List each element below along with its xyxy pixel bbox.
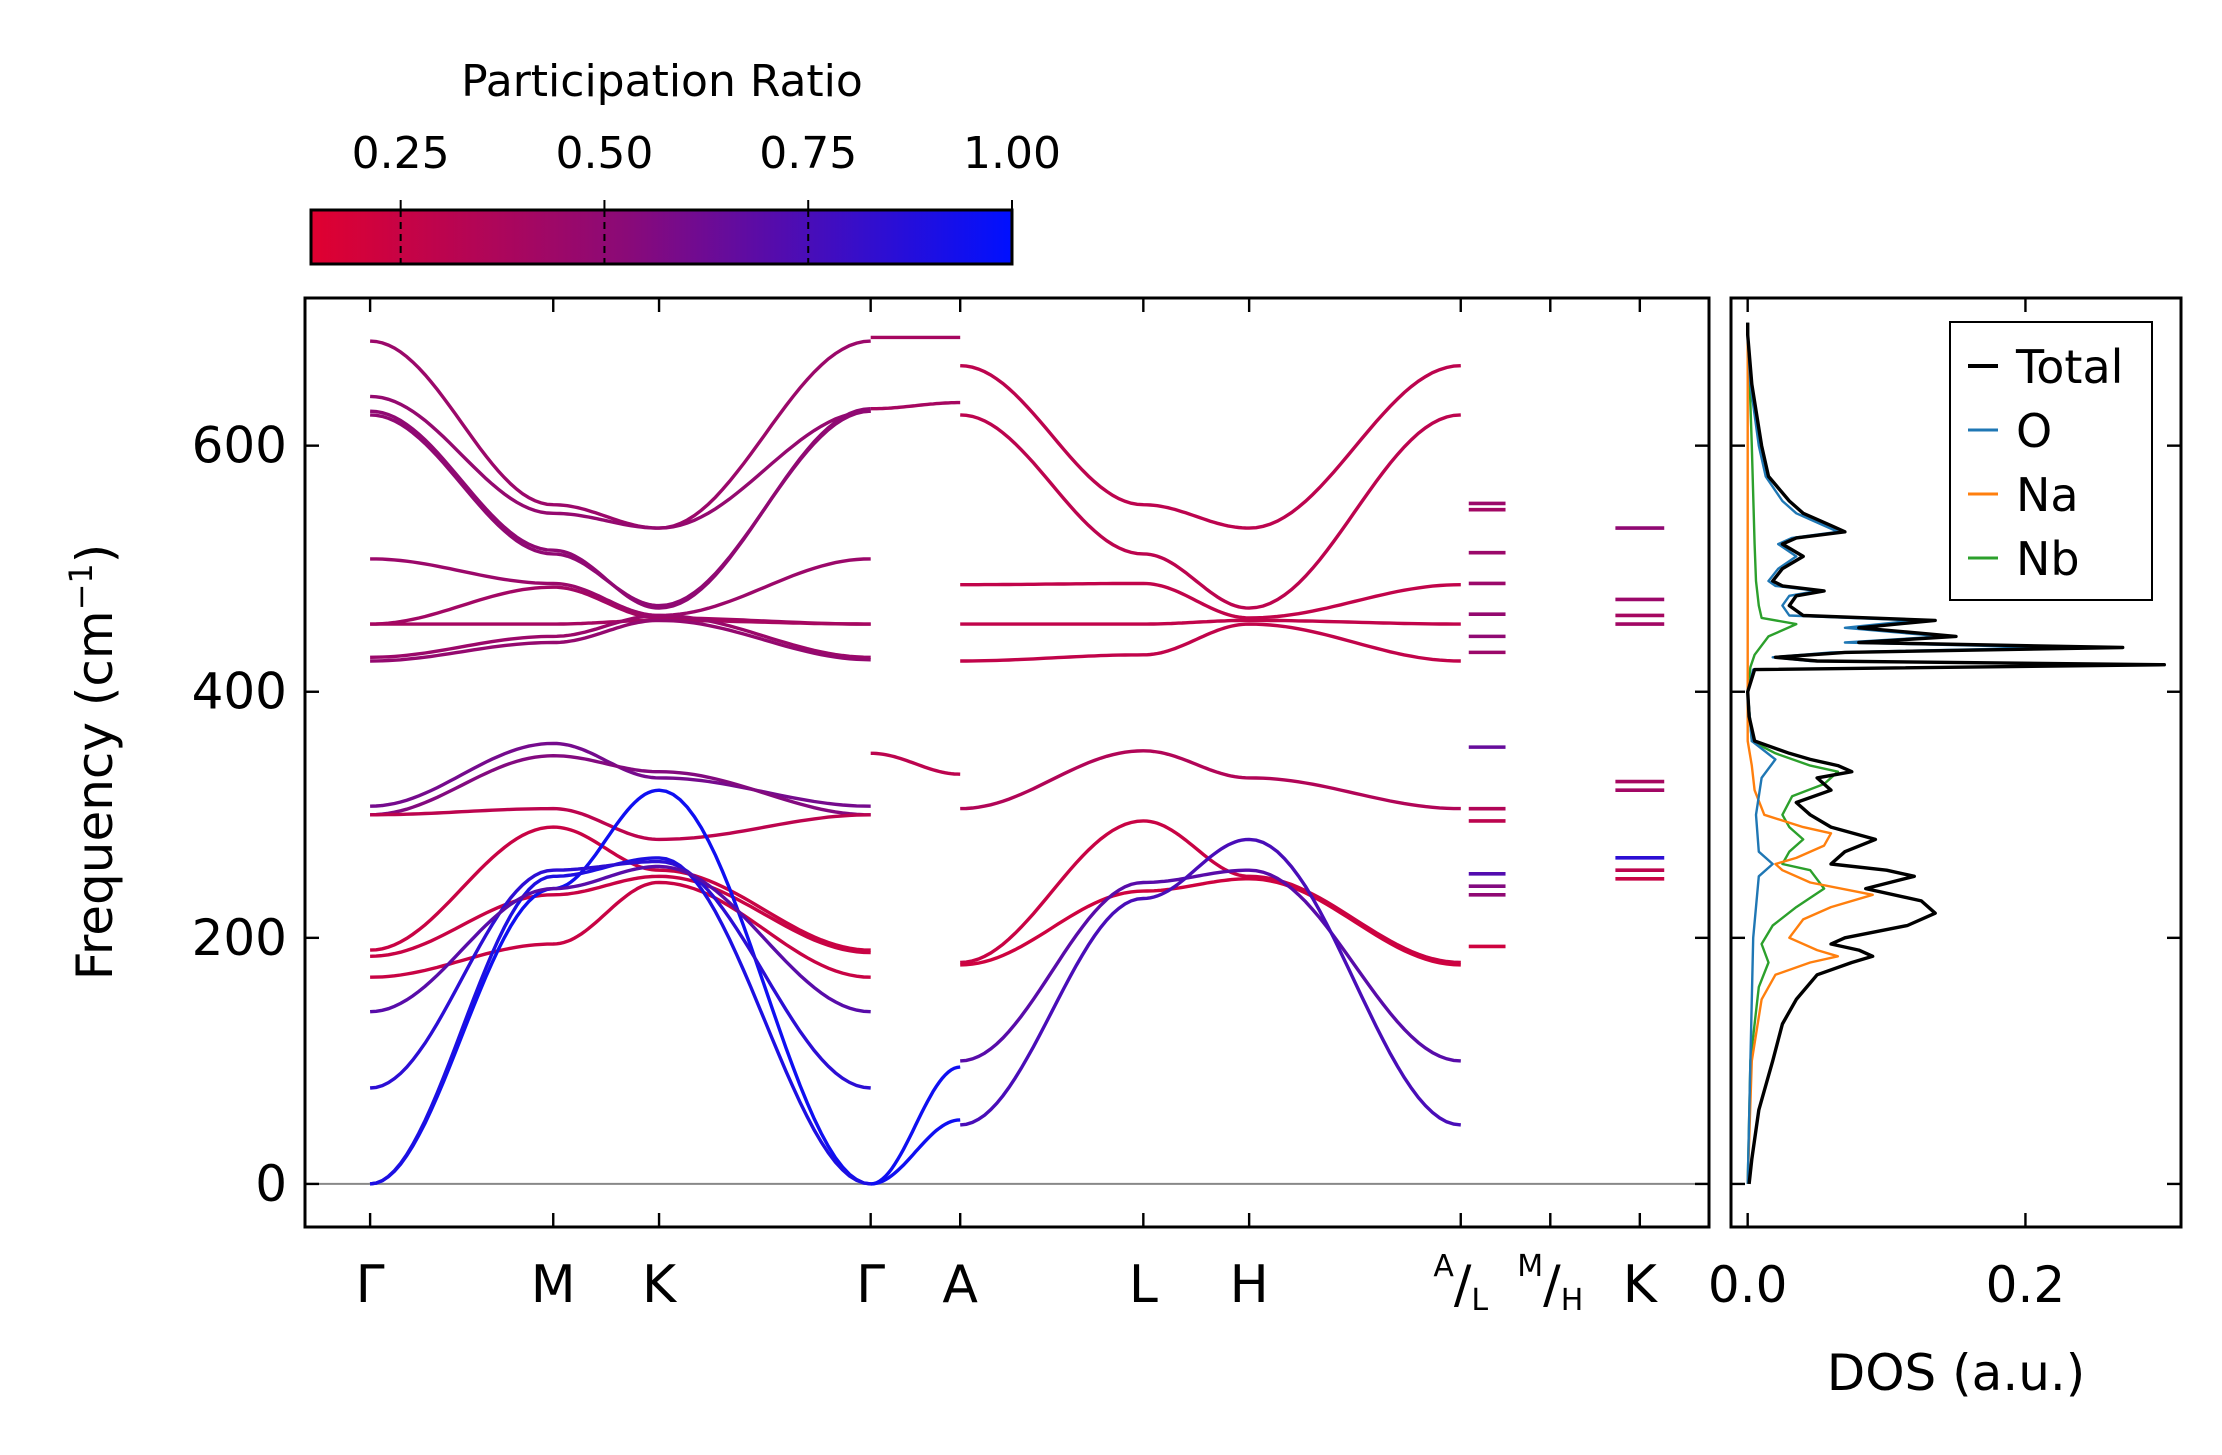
dos-ticks: 0.0 0.2 [1708,298,2181,1314]
colorbar-title: Participation Ratio [461,56,863,107]
band-optic-4 [369,409,871,608]
band-mid-2 [370,753,871,817]
band-mid-6 [370,880,871,979]
colorbar-gradient [309,208,1014,266]
colorbar-tick-labels: 0.25 0.50 0.75 1.00 [352,128,1061,179]
band-mid-8 [960,749,1461,811]
colorbar-ticks [399,200,1013,264]
legend-label-o: O [2016,404,2052,458]
band-optic-7 [370,618,871,626]
band-mid-9 [960,819,1461,965]
band-optic-2 [369,394,871,530]
band-lines [305,335,1709,1186]
colorbar-tick-label: 0.25 [352,128,450,179]
dos-legend: Total O Na Nb [1949,321,2153,601]
colorbar-tick-label: 0.75 [759,128,857,179]
high-symmetry-label: A [942,1255,978,1315]
high-symmetry-label: H [1230,1255,1269,1315]
band-mid-7 [870,751,961,776]
label-sub: H [1561,1283,1584,1318]
band-acoustic-1 [369,788,871,1186]
colorbar: Participation Ratio 0.25 0.50 0.75 1.00 [309,56,1061,266]
high-symmetry-label: K [1623,1255,1659,1315]
band-mid-5 [370,874,871,958]
legend-box [1949,321,2153,601]
band-plot-frame [303,296,1711,1229]
band-y-tick-label: 400 [192,663,287,721]
high-symmetry-label: Γ [356,1255,385,1315]
dos-series-na [1746,322,1874,1184]
band-x-ticks: Γ M K Γ A L H A/LM/H K [356,298,1659,1318]
band-acoustic-7 [960,868,1461,1063]
band-optic-14 [960,622,1461,663]
band-optic-10 [960,364,1461,530]
band-mid-1 [370,741,871,808]
band-y-ticks: 0 200 400 600 [192,417,1709,1213]
high-symmetry-label: M [531,1255,576,1315]
legend-label-nb: Nb [2016,532,2080,586]
dos-x-tick-label: 0.2 [1986,1256,2066,1314]
high-symmetry-label-combined: M/H [1517,1249,1583,1318]
band-acoustic-6 [870,1118,961,1186]
y-axis-label-sup: −1 [62,563,100,610]
band-optic-9 [370,618,871,663]
band-optic-1 [369,339,871,530]
high-symmetry-label-combined: A/L [1433,1249,1488,1318]
band-optic-13 [960,618,1461,626]
band-acoustic-4 [369,864,871,1014]
band-y-tick-label: 0 [255,1155,287,1213]
band-y-tick-label: 600 [192,417,287,475]
label-slash: / [1543,1255,1561,1315]
dos-x-tick-label: 0.0 [1708,1256,1788,1314]
band-optic-12 [960,581,1461,620]
band-optic-11 [960,413,1461,610]
band-discrete-modes [1468,501,1665,949]
label-slash: / [1454,1255,1472,1315]
label-sup: A [1433,1249,1454,1284]
band-mid-3 [370,806,871,842]
band-optic-8 [370,613,871,659]
band-optic-5 [370,557,871,618]
band-mid-4 [370,825,871,952]
legend-label-total: Total [2015,340,2123,394]
high-symmetry-label: L [1129,1255,1158,1315]
dos-series-total [1746,322,2166,1185]
dos-lines [1746,322,2166,1185]
label-sup: M [1517,1249,1543,1284]
colorbar-tick-label: 1.00 [963,128,1061,179]
band-mid-10 [960,877,1461,967]
high-symmetry-label: K [642,1255,678,1315]
high-symmetry-label: Γ [856,1255,885,1315]
dos-plot-frame [1729,296,2183,1229]
legend-label-na: Na [2016,468,2079,522]
label-sub: L [1471,1283,1488,1318]
y-axis-label: Frequency (cm−1) [62,544,124,981]
band-y-tick-label: 200 [192,909,287,967]
band-acoustic-3 [369,859,871,1090]
y-axis-label-text: Frequency (cm [66,610,124,980]
y-axis-label-close: ) [66,544,124,564]
dos-panel: 0.0 0.2 DOS (a.u.) Total O Na Nb [1708,296,2183,1402]
dos-x-axis-label: DOS (a.u.) [1827,1344,2086,1402]
band-acoustic-5 [870,1065,961,1186]
band-acoustic-8 [960,837,1461,1127]
colorbar-tick-label: 0.50 [555,128,653,179]
band-optic-16 [870,400,961,411]
